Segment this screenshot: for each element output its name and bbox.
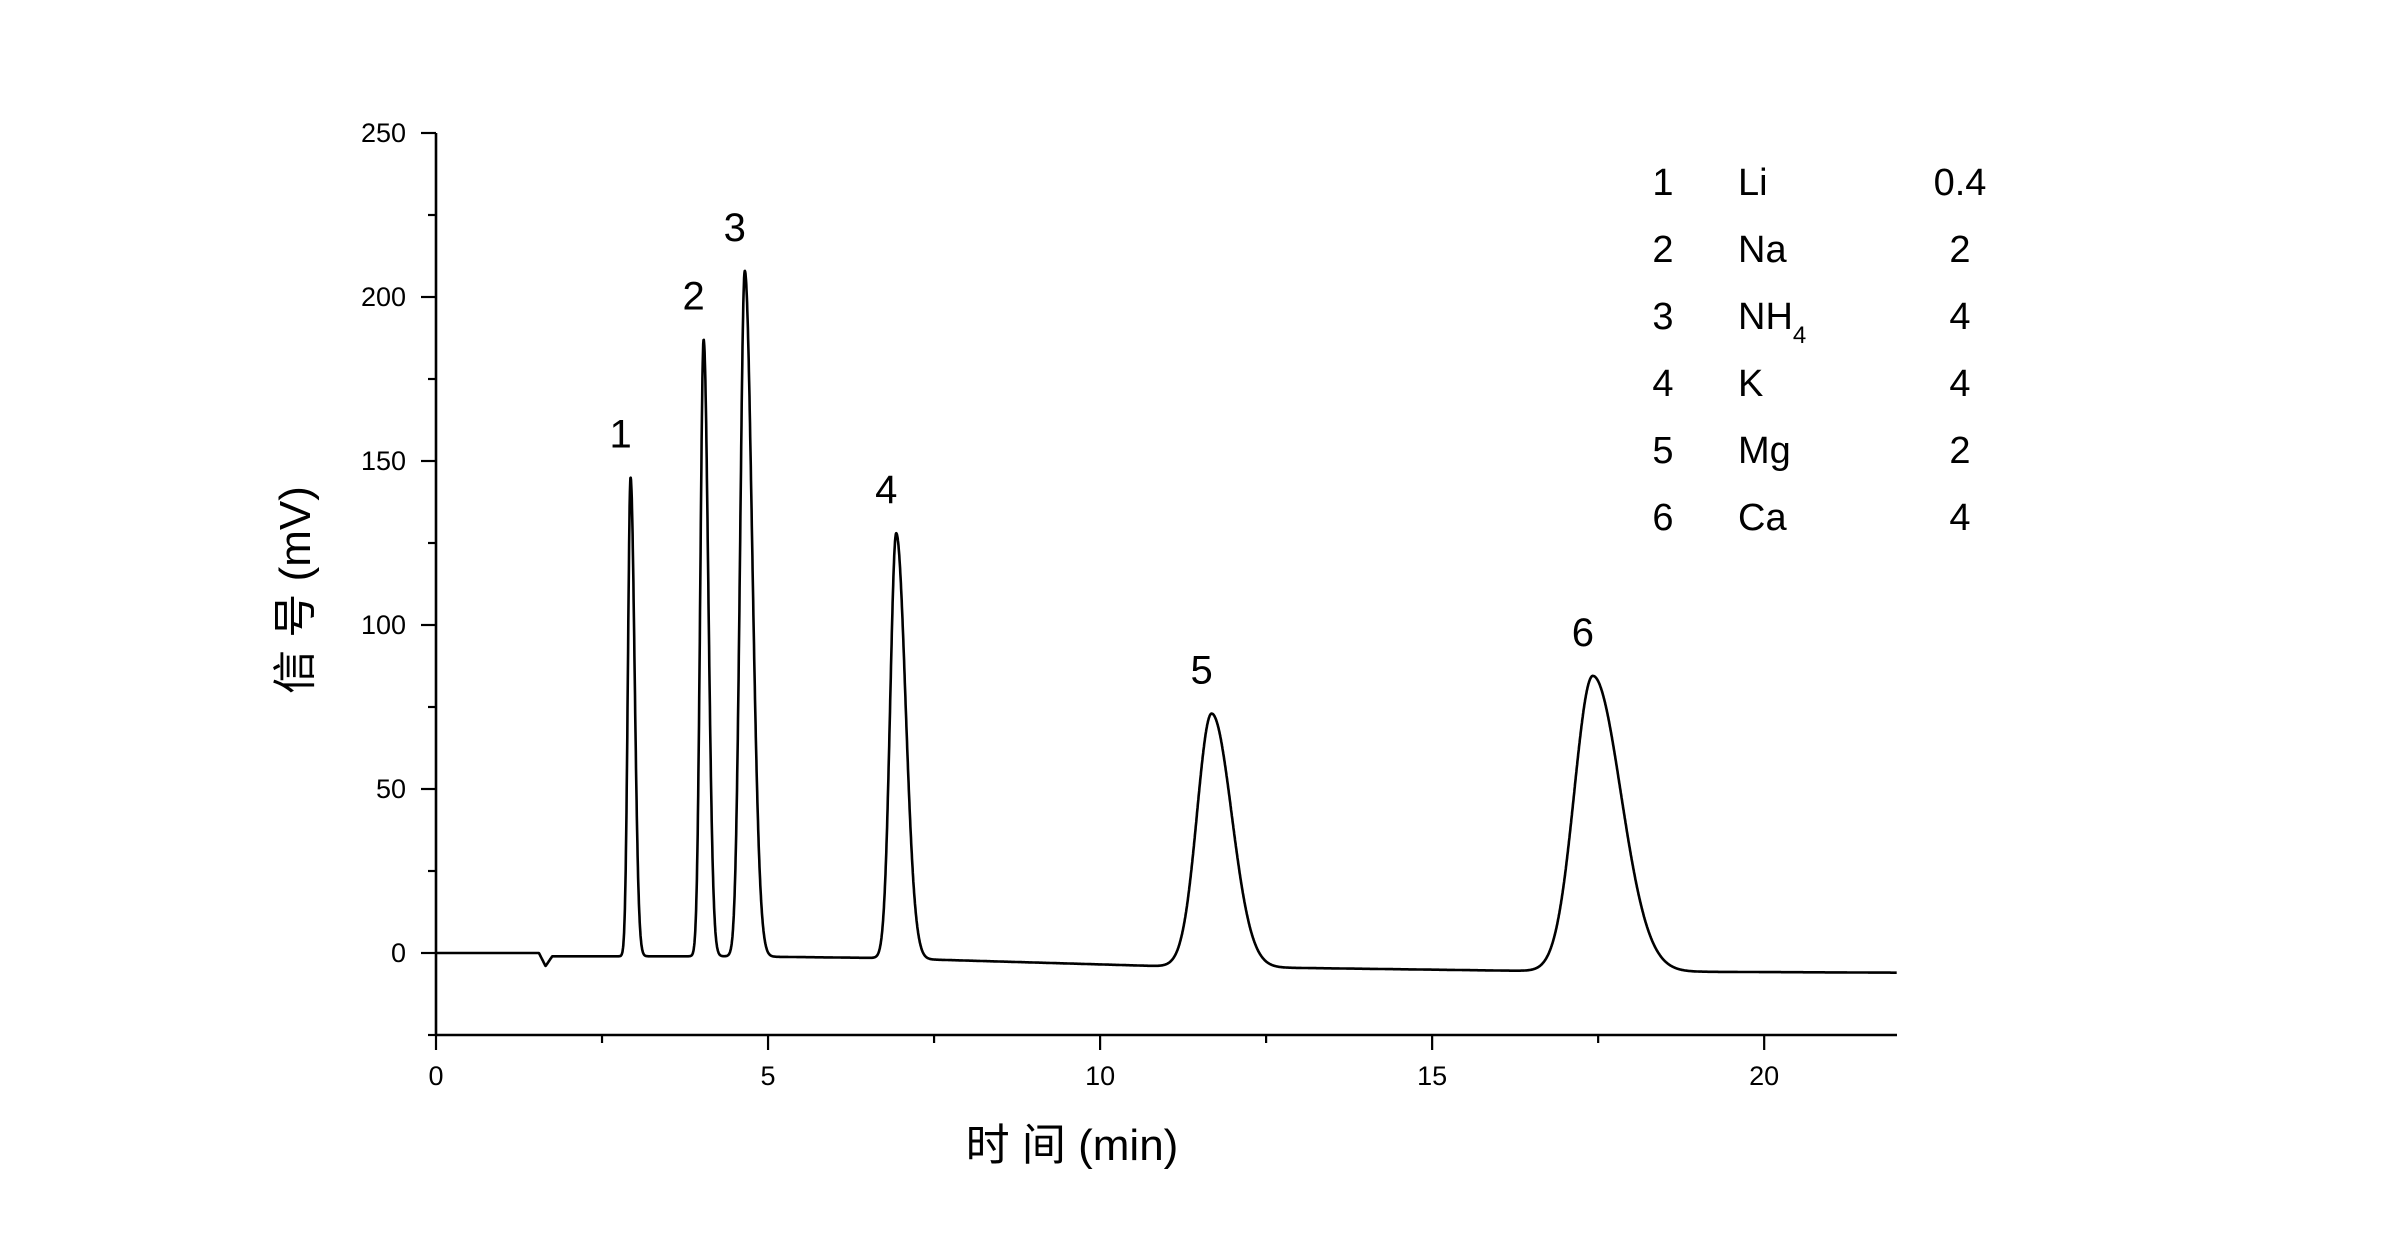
legend-concentration: 2 xyxy=(1949,430,1970,472)
chromatogram-trace xyxy=(435,269,1898,974)
y-tick-label: 200 xyxy=(361,282,406,312)
x-tick-label: 0 xyxy=(428,1061,443,1091)
legend-number: 5 xyxy=(1652,430,1673,472)
legend-ion: NH4 xyxy=(1738,296,1806,349)
legend-ion: Ca xyxy=(1738,497,1787,539)
legend-number: 6 xyxy=(1652,497,1673,539)
legend-concentration: 4 xyxy=(1949,497,1970,539)
legend: 1 Li 0.4 2 Na 2 3 NH4 4 4 K 4 5 Mg 2 6 Ca 4 xyxy=(1652,162,1986,539)
peak-label-6: 6 xyxy=(1572,611,1594,655)
legend-number: 4 xyxy=(1652,363,1673,405)
y-tick-label: 250 xyxy=(361,118,406,148)
legend-number: 2 xyxy=(1652,229,1673,271)
peak-label-4: 4 xyxy=(875,468,897,512)
legend-ion: Li xyxy=(1738,162,1768,204)
x-axis-title: 时 间 (min) xyxy=(966,1121,1179,1170)
y-tick-label: 150 xyxy=(361,446,406,476)
legend-concentration: 4 xyxy=(1949,296,1970,338)
legend-ion: K xyxy=(1738,363,1763,405)
peak-label-3: 3 xyxy=(724,206,746,250)
legend-concentration: 0.4 xyxy=(1934,162,1987,204)
y-tick-label: 0 xyxy=(391,938,406,968)
y-axis-title: 信 号 (mV) xyxy=(271,486,320,694)
y-tick-label: 50 xyxy=(376,774,406,804)
legend-number: 3 xyxy=(1652,296,1673,338)
x-tick-label: 15 xyxy=(1417,1061,1447,1091)
legend-number: 1 xyxy=(1652,162,1673,204)
x-tick-label: 5 xyxy=(761,1061,776,1091)
legend-ion: Mg xyxy=(1738,430,1791,472)
x-tick-label: 20 xyxy=(1749,1061,1779,1091)
x-tick-label: 10 xyxy=(1085,1061,1115,1091)
legend-concentration: 2 xyxy=(1949,229,1970,271)
legend-ion: Na xyxy=(1738,229,1787,271)
peak-label-5: 5 xyxy=(1191,649,1213,693)
peak-label-1: 1 xyxy=(609,412,631,456)
axes xyxy=(434,133,1897,1037)
peak-label-2: 2 xyxy=(683,275,705,319)
legend-concentration: 4 xyxy=(1949,363,1970,405)
y-tick-label: 100 xyxy=(361,610,406,640)
ticks xyxy=(421,131,1766,1050)
